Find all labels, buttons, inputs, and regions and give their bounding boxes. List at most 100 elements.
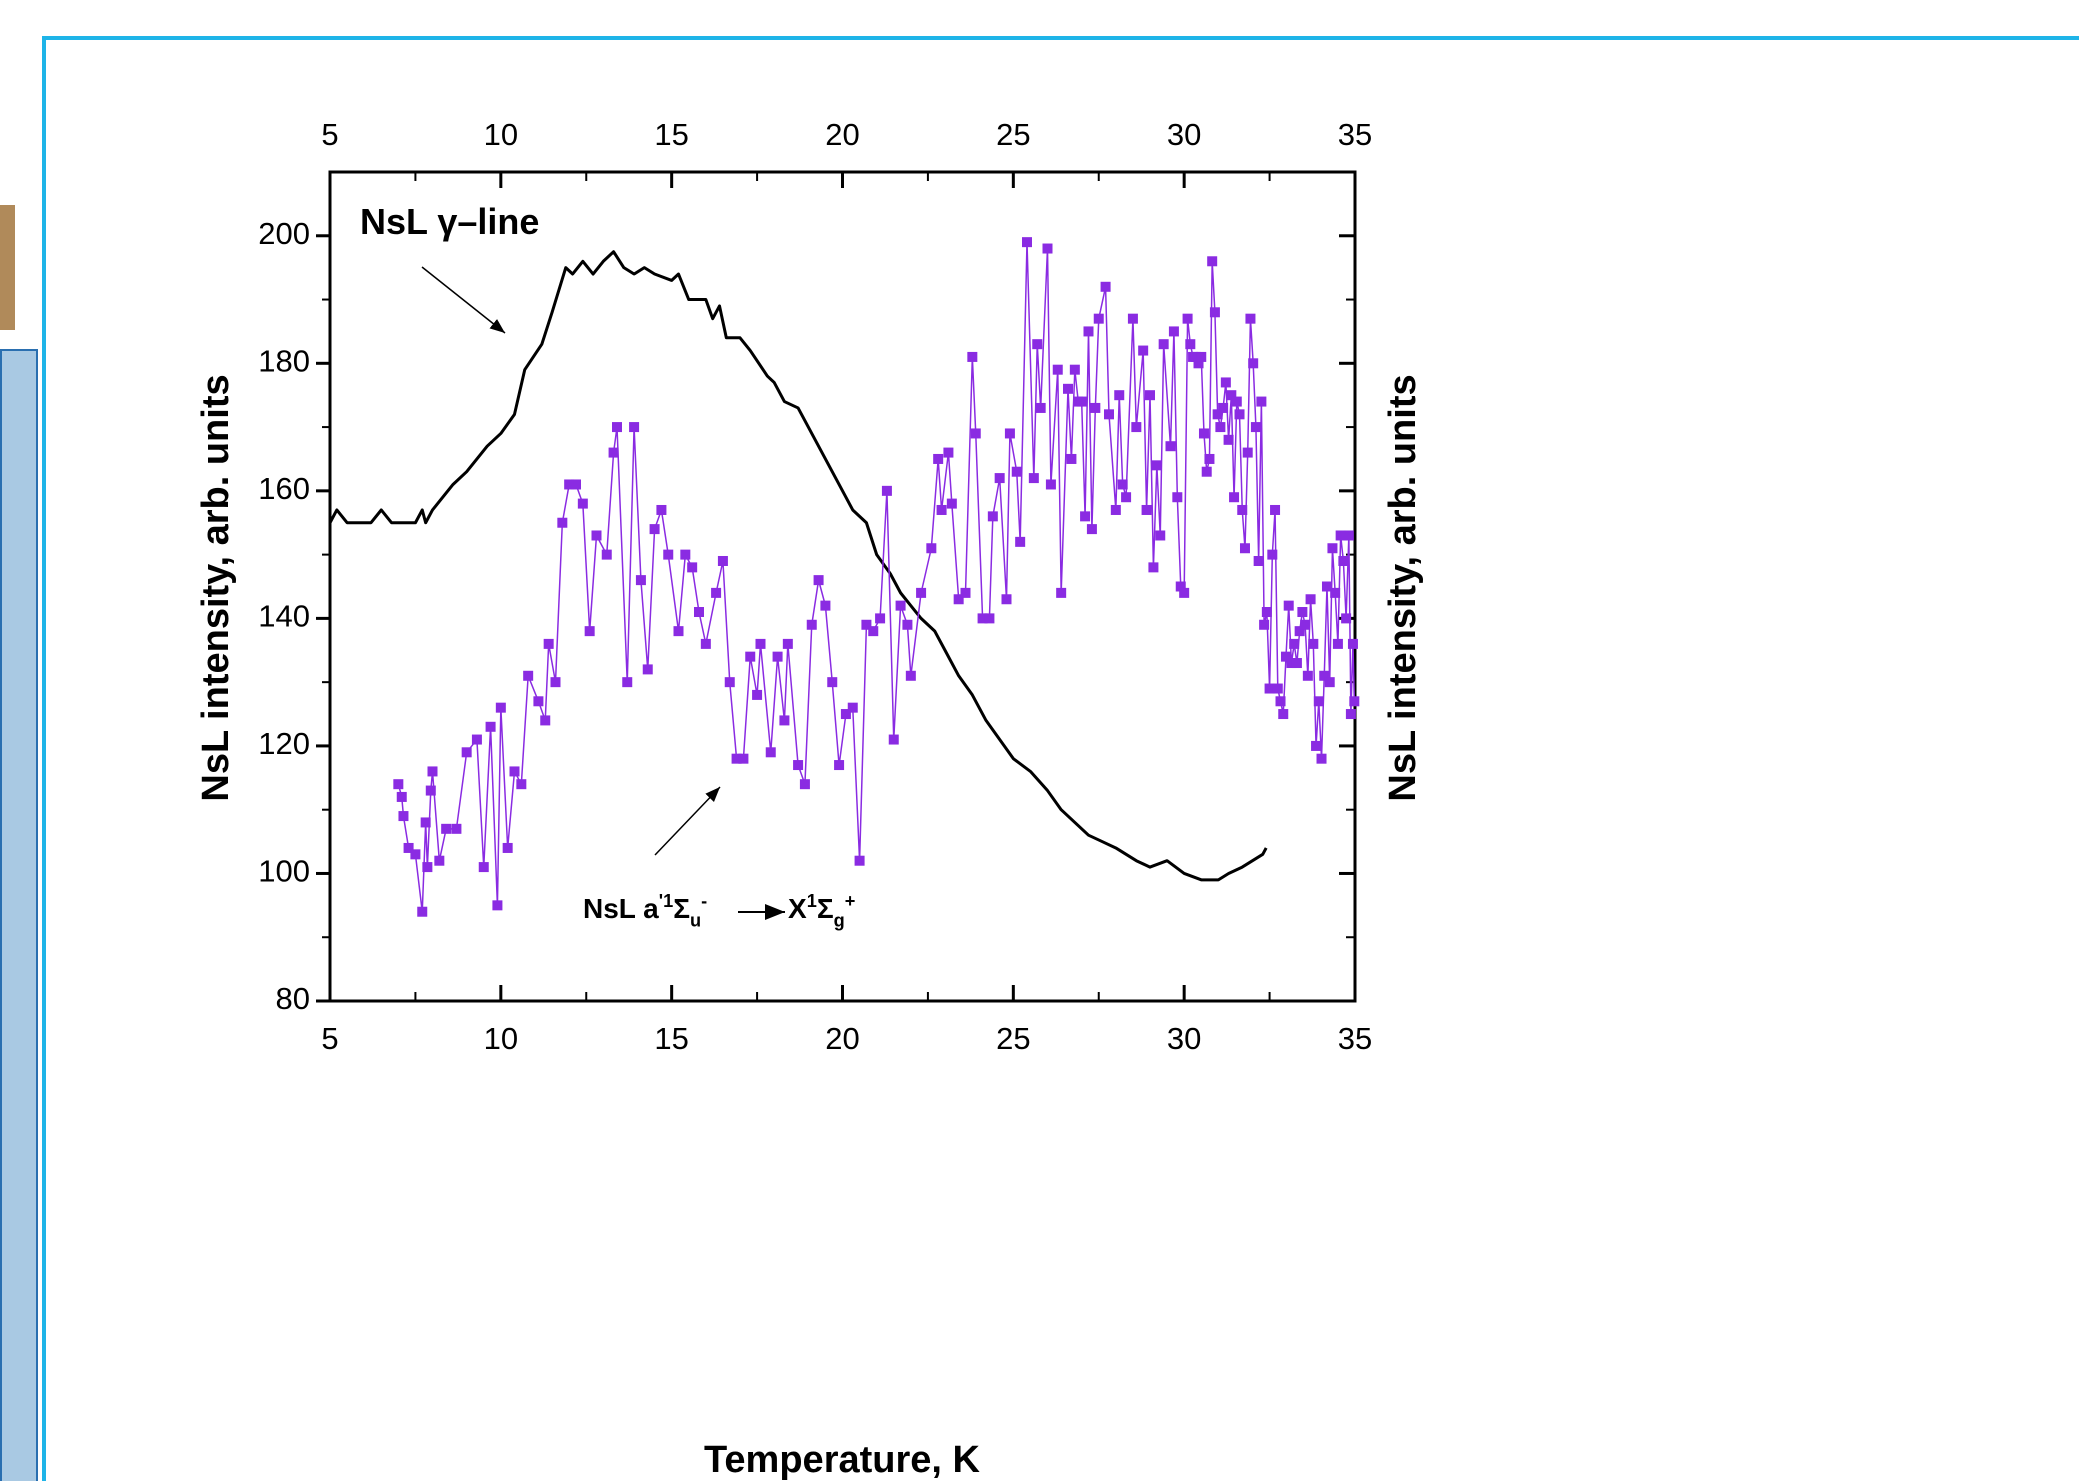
x-tick-label: 5	[321, 1021, 338, 1056]
y-tick-label: 200	[258, 216, 310, 251]
y-tick-label: 100	[258, 854, 310, 889]
data-point	[557, 517, 568, 528]
data-point	[926, 543, 937, 554]
data-point	[1168, 326, 1179, 337]
annotation-part: -	[701, 891, 707, 911]
data-point	[1264, 683, 1275, 694]
data-point	[1311, 740, 1322, 751]
data-point	[916, 587, 927, 598]
x-tick-label-top: 15	[654, 117, 688, 152]
data-point	[1275, 696, 1286, 707]
data-point	[1172, 492, 1183, 503]
y-tick-label: 120	[258, 726, 310, 761]
data-point	[1069, 364, 1080, 375]
data-point	[1209, 307, 1220, 318]
data-point	[1127, 313, 1138, 324]
data-point	[485, 721, 496, 732]
data-point	[933, 453, 944, 464]
annotation-part: X	[788, 893, 807, 924]
data-point	[765, 747, 776, 758]
data-point	[1286, 658, 1297, 669]
data-point	[1308, 638, 1319, 649]
data-point	[1291, 658, 1302, 669]
data-point	[1090, 402, 1101, 413]
data-point	[495, 702, 506, 713]
data-point	[1256, 396, 1267, 407]
data-point	[1267, 549, 1278, 560]
data-point	[1330, 587, 1341, 598]
y-tick-label: 160	[258, 471, 310, 506]
data-point	[868, 626, 879, 637]
data-point	[1220, 377, 1231, 388]
y-tick-label: 180	[258, 343, 310, 378]
y-axis-label: NsL intensity, arb. units	[195, 374, 237, 801]
data-point	[1182, 313, 1193, 324]
side-thumbnail	[0, 205, 15, 330]
data-point	[1175, 581, 1186, 592]
data-point	[752, 689, 763, 700]
data-point	[1345, 709, 1356, 720]
data-point	[543, 638, 554, 649]
data-point	[1283, 600, 1294, 611]
data-point	[1327, 543, 1338, 554]
y-axis-label-right: NsL intensity, arb. units	[1382, 374, 1424, 801]
data-point	[1242, 447, 1253, 458]
data-point	[516, 779, 527, 790]
data-point	[410, 849, 421, 860]
data-point	[1218, 402, 1229, 413]
annotation-part: Σ	[673, 893, 690, 924]
data-point	[509, 766, 520, 777]
x-tick-label: 30	[1167, 1021, 1201, 1056]
data-point	[813, 575, 824, 586]
data-point	[1253, 555, 1264, 566]
data-point	[987, 511, 998, 522]
data-point	[834, 760, 845, 771]
data-point	[1028, 473, 1039, 484]
data-point	[1234, 409, 1245, 420]
data-point	[1248, 358, 1259, 369]
data-point	[1022, 237, 1032, 248]
data-point	[1278, 709, 1289, 720]
data-point	[875, 613, 886, 624]
data-point	[550, 677, 561, 688]
data-point	[403, 842, 414, 853]
data-point	[1165, 441, 1176, 452]
data-point	[591, 530, 602, 541]
data-point	[441, 823, 452, 834]
data-point	[1207, 256, 1218, 267]
data-point	[895, 600, 906, 611]
data-point	[1316, 753, 1327, 764]
data-point	[847, 702, 858, 713]
axes: 5 5 10 10 15 15 20 20 25 25 30 30 35 35 80 100 120 140 160…	[258, 117, 1372, 1056]
data-point	[427, 766, 438, 777]
data-point	[779, 715, 790, 726]
data-point	[717, 555, 728, 566]
data-point	[1155, 530, 1166, 541]
data-point	[1215, 422, 1226, 433]
data-point	[1305, 594, 1316, 605]
data-point	[1093, 313, 1104, 324]
data-point	[1145, 390, 1155, 401]
side-panel	[0, 349, 38, 1481]
data-point	[1110, 504, 1121, 515]
data-point	[1117, 479, 1128, 490]
data-point	[523, 670, 534, 681]
data-point	[1066, 453, 1077, 464]
data-point	[738, 753, 749, 764]
data-point	[793, 760, 804, 771]
data-point	[782, 638, 793, 649]
data-point	[1259, 619, 1270, 630]
data-point	[1196, 351, 1207, 362]
data-point	[612, 422, 622, 433]
data-point	[1083, 326, 1094, 337]
data-point	[1231, 396, 1242, 407]
data-point	[571, 479, 581, 490]
data-point	[1035, 402, 1046, 413]
x-tick-label-top: 10	[484, 117, 518, 152]
data-point	[1204, 453, 1215, 464]
x-tick-label-top: 5	[321, 117, 338, 152]
data-point	[806, 619, 817, 630]
data-point	[673, 626, 684, 637]
data-point	[417, 906, 428, 917]
data-point	[1086, 524, 1097, 535]
